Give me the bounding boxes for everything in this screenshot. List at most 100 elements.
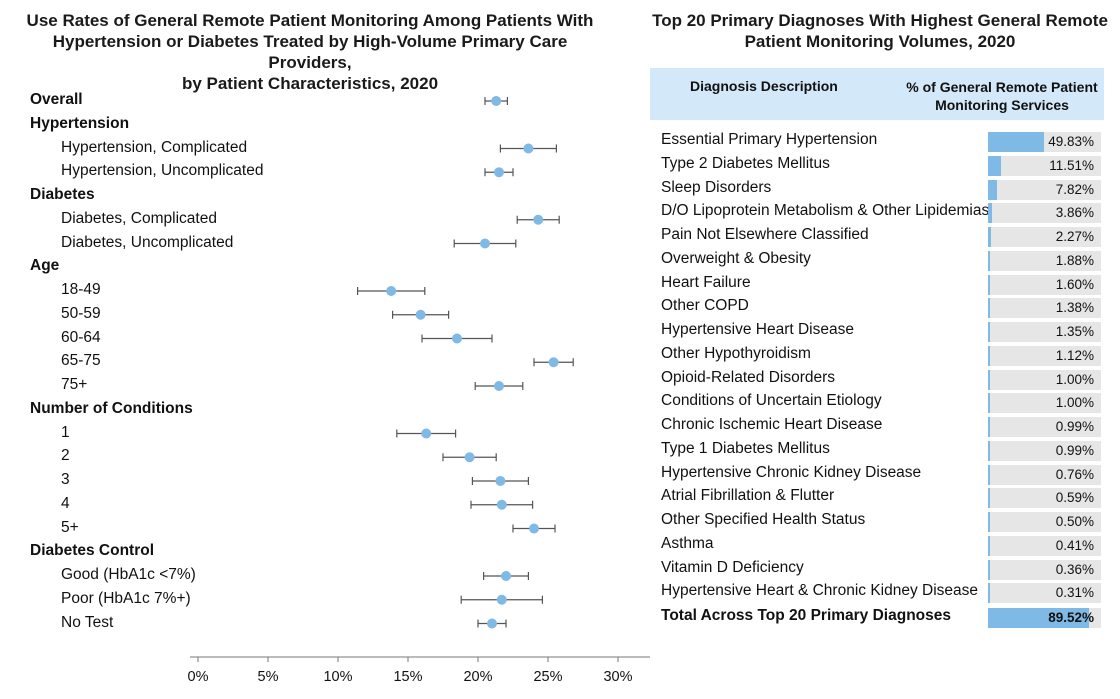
data-point [494, 167, 504, 178]
row-label: Poor (HbA1c 7%+) [61, 589, 191, 607]
x-tick-label: 15% [393, 669, 423, 685]
row-label: 75+ [61, 376, 88, 393]
percent-value: 0.59% [1055, 490, 1094, 506]
left-chart-title: Use Rates of General Remote Patient Moni… [20, 10, 600, 94]
row-label: 18-49 [61, 281, 101, 298]
header-pct-line-1: % of General Remote Patient [906, 79, 1098, 95]
row-label: Number of Conditions [30, 399, 193, 417]
bar-track: 0.99% [988, 440, 1101, 461]
x-tick-label: 25% [533, 669, 563, 685]
diagnosis-name: Hypertensive Chronic Kidney Disease [661, 463, 922, 481]
table-header: Diagnosis Description % of General Remot… [650, 68, 1104, 120]
row-label: 65-75 [61, 352, 101, 370]
percent-value: 0.41% [1055, 537, 1094, 553]
percent-value: 0.76% [1055, 466, 1094, 482]
diagnosis-name: Atrial Fibrillation & Flutter [661, 487, 835, 505]
bar-track: 1.60% [988, 274, 1101, 295]
table-row: Pain Not Elsewhere Classified 2.27% [661, 225, 1105, 247]
bar-track: 7.82% [988, 179, 1101, 200]
data-point [421, 428, 432, 439]
bar-track: 0.76% [988, 464, 1101, 485]
percent-value: 1.60% [1055, 276, 1094, 292]
bar-fill [988, 440, 990, 461]
percent-value: 11.51% [1049, 157, 1094, 173]
diagnosis-name: Hypertensive Heart Disease [661, 321, 854, 338]
diagnosis-name: Other Specified Health Status [661, 511, 866, 528]
table-row: Conditions of Uncertain Etiology 1.00% [661, 391, 1105, 414]
table-row: Hypertensive Chronic Kidney Disease 0.76% [661, 463, 1105, 485]
diagnosis-name: Conditions of Uncertain Etiology [661, 392, 882, 410]
diagnosis-name: Sleep Disorders [661, 178, 772, 196]
data-point [491, 96, 502, 106]
diagnosis-name: Opioid-Related Disorders [661, 368, 836, 386]
data-point [529, 523, 539, 534]
left-title-line-2: Hypertension or Diabetes Treated by High… [52, 32, 568, 72]
percent-value: 0.36% [1055, 561, 1094, 577]
table-row: Hypertensive Heart & Chronic Kidney Dise… [661, 581, 1105, 604]
bar-fill [988, 535, 990, 556]
diagnosis-name: Hypertensive Heart & Chronic Kidney Dise… [661, 582, 979, 600]
row-label: Overall [30, 91, 83, 108]
row-label: 4 [61, 494, 70, 512]
percent-value: 0.31% [1055, 585, 1094, 601]
right-title-line-1: Top 20 Primary Diagnoses With Highest Ge… [652, 11, 1108, 30]
row-label: Hypertension, Uncomplicated [61, 162, 264, 180]
bar-track: 0.36% [988, 559, 1101, 580]
percent-value: 0.50% [1055, 514, 1094, 529]
diagnosis-name: Heart Failure [661, 273, 751, 291]
bar-fill [988, 583, 990, 604]
data-point [386, 286, 397, 296]
row-label: Diabetes [30, 186, 95, 203]
data-point [496, 499, 507, 510]
table-row: Other Specified Health Status 0.50% [661, 510, 1105, 532]
bar-track: 89.52% [988, 608, 1101, 628]
x-tick-label: 30% [603, 669, 633, 685]
x-tick-label: 5% [257, 669, 279, 685]
row-label: 60-64 [61, 328, 101, 346]
row-label: 50-59 [61, 304, 101, 322]
percent-value: 1.38% [1055, 300, 1094, 316]
row-label: Age [30, 257, 60, 275]
data-point [452, 333, 462, 344]
diagnosis-name: Type 1 Diabetes Mellitus [661, 439, 830, 457]
bar-fill [988, 203, 993, 224]
bar-track: 1.12% [988, 345, 1101, 366]
header-pct-line-2: Monitoring Services [935, 97, 1069, 113]
left-title-line-1: Use Rates of General Remote Patient Moni… [26, 11, 594, 30]
bar-fill [988, 464, 990, 485]
left-title-line-3: by Patient Characteristics, 2020 [181, 74, 439, 93]
table-row: Opioid-Related Disorders 1.00% [661, 368, 1105, 390]
bar-fill [988, 179, 997, 200]
percent-value: 7.82% [1055, 181, 1094, 197]
x-tick-label: 20% [463, 669, 493, 685]
row-label: 1 [61, 423, 70, 441]
data-point [523, 143, 534, 154]
table-row: Chronic Ischemic Heart Disease 0.99% [661, 415, 1105, 437]
table-row: Atrial Fibrillation & Flutter 0.59% [661, 486, 1105, 509]
row-label: Hypertension, Complicated [61, 138, 248, 156]
data-point [464, 452, 475, 463]
bar-track: 1.00% [988, 393, 1101, 414]
data-point [494, 381, 504, 391]
table-row: Sleep Disorders 7.82% [661, 178, 1105, 200]
bar-track: 1.35% [988, 322, 1101, 342]
bar-track: 1.88% [988, 250, 1101, 271]
bar-track: 2.27% [988, 227, 1101, 247]
row-label: Hypertension [30, 114, 130, 132]
row-label: 2 [61, 447, 70, 465]
dot-plot [190, 96, 650, 662]
percent-value: 0.99% [1055, 442, 1094, 458]
data-point [480, 238, 490, 249]
diagnosis-name: Other COPD [661, 297, 749, 315]
bar-track: 0.31% [988, 583, 1101, 604]
bar-fill [988, 369, 990, 390]
data-point [487, 618, 497, 629]
bar-fill [988, 393, 990, 414]
diagnosis-name: Total Across Top 20 Primary Diagnoses [661, 607, 951, 624]
table-row: Other Hypothyroidism 1.12% [661, 344, 1105, 366]
data-point [501, 571, 511, 581]
x-tick-label: 0% [187, 669, 209, 685]
right-title-line-2: Patient Monitoring Volumes, 2020 [744, 32, 1016, 51]
data-point [533, 214, 544, 225]
row-label: 3 [61, 471, 70, 488]
